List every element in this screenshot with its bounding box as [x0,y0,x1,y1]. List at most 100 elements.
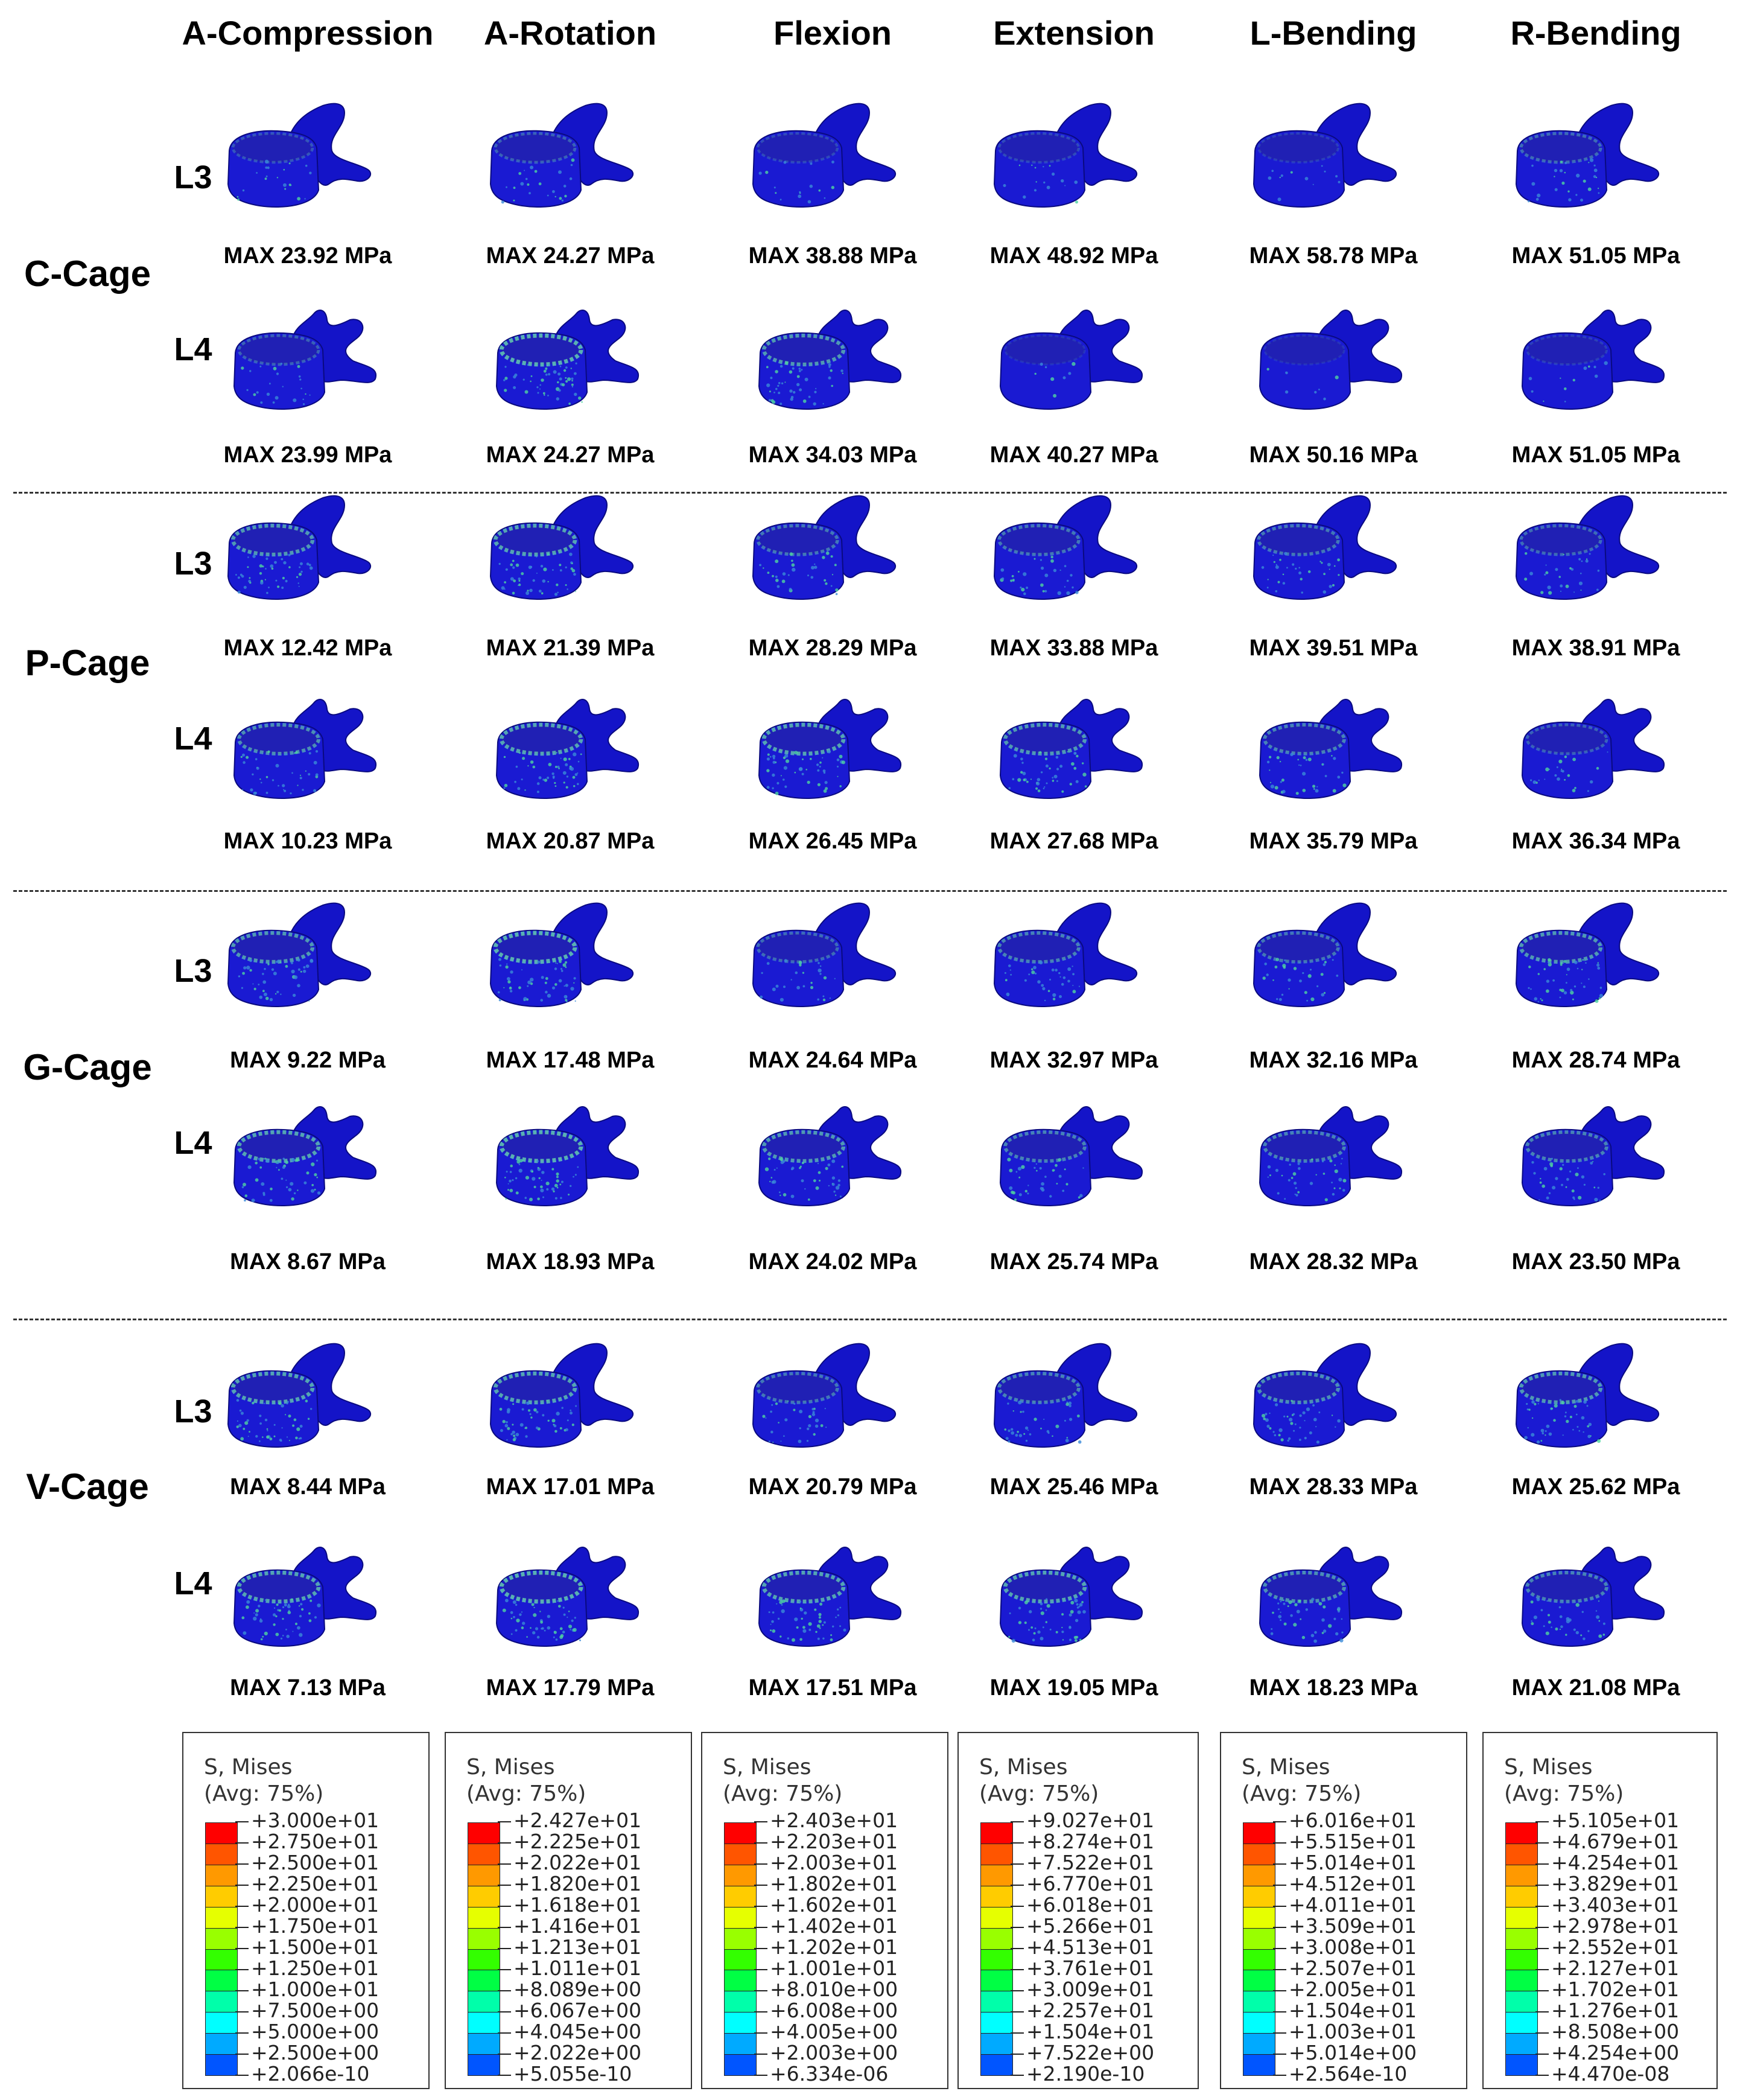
legend-color-swatch [468,1823,500,1844]
legend-color-swatch [1506,1970,1537,1992]
legend-color-swatch [981,2034,1012,2055]
legend-subtitle: (Avg: 75%) [204,1781,324,1806]
legend-value: +6.770e+01 [1017,1874,1154,1894]
color-legend: S, Mises (Avg: 75%) +6.016e+01 +5.515e+01 +5… [1220,1732,1467,2089]
vertebra-l3-stress-image [983,899,1164,1026]
vertebra-l3-stress-image [217,100,398,226]
legend-color-swatch [468,1949,500,1971]
legend-value: +1.202e+01 [760,1937,898,1957]
legend-value: +4.254e+00 [1542,2043,1679,2063]
max-stress-label: MAX 23.99 MPa [223,442,392,468]
max-stress-label: MAX 24.27 MPa [486,243,655,269]
legend-subtitle: (Avg: 75%) [723,1781,843,1806]
group-divider [13,1319,1727,1320]
legend-color-swatch [725,1886,756,1908]
vertebra-l3-stress-image [1505,1340,1686,1466]
color-legend: S, Mises (Avg: 75%) +3.000e+01 +2.750e+01 +2… [182,1732,430,2089]
legend-color-swatch [468,1844,500,1865]
vertebra-l3-stress-image [1243,899,1424,1026]
legend-color-swatch [981,1970,1012,1992]
legend-value: +2.257e+01 [1017,2000,1154,2020]
max-stress-label: MAX 26.45 MPa [748,829,917,854]
legend-color-swatch [725,1991,756,2013]
legend-value: +4.254e+01 [1542,1853,1679,1872]
legend-color-swatch [981,1949,1012,1971]
legend-value: +1.001e+01 [760,1958,898,1978]
legend-value: +8.274e+01 [1017,1831,1154,1851]
legend-color-swatch [1243,1991,1275,2013]
max-stress-label: MAX 35.79 MPa [1249,829,1418,854]
legend-color-bar [205,1822,238,2076]
legend-value: +6.067e+00 [504,2000,641,2020]
legend-value: +6.008e+00 [760,2000,898,2020]
legend-value: +9.027e+01 [1017,1810,1154,1830]
legend-color-swatch [468,1928,500,1950]
legend-value: +6.016e+01 [1279,1810,1417,1830]
vertebra-l3-stress-image [480,100,661,226]
vertebra-l3-stress-image [742,100,923,226]
legend-color-swatch [1243,1949,1275,1971]
legend-subtitle: (Avg: 75%) [979,1781,1099,1806]
legend-value: +6.334e-06 [760,2064,888,2084]
vertebra-l4-stress-image [1505,1533,1686,1659]
level-label-l4: L4 [174,1565,212,1602]
legend-value: +1.250e+01 [241,1958,379,1978]
max-stress-label: MAX 28.74 MPa [1511,1048,1680,1073]
legend-value: +3.403e+01 [1542,1895,1679,1915]
max-stress-label: MAX 8.44 MPa [230,1474,386,1500]
vertebra-l3-stress-image [742,1340,923,1466]
legend-value: +1.000e+01 [241,1979,379,1999]
legend-color-swatch [468,2012,500,2034]
vertebra-l3-stress-image [983,1340,1164,1466]
legend-value: +4.045e+00 [504,2022,641,2041]
legend-color-swatch [981,1928,1012,1950]
vertebra-l4-stress-image [217,685,398,812]
vertebra-l4-stress-image [217,296,398,422]
vertebra-l3-stress-image [480,1340,661,1466]
legend-color-swatch [1243,1907,1275,1929]
legend-value: +2.022e+01 [504,1853,641,1872]
legend-color-swatch [725,1928,756,1950]
legend-color-swatch [981,2055,1012,2076]
max-stress-label: MAX 12.42 MPa [223,635,392,661]
max-stress-label: MAX 17.51 MPa [748,1675,917,1701]
vertebra-l3-stress-image [480,492,661,619]
legend-color-swatch [725,1970,756,1992]
legend-color-swatch [1506,2055,1537,2076]
legend-value: +1.820e+01 [504,1874,641,1894]
legend-value: +2.507e+01 [1279,1958,1417,1978]
legend-value: +2.750e+01 [241,1831,379,1851]
legend-value: +2.190e-10 [1017,2064,1145,2084]
vertebra-l3-stress-image [217,1340,398,1466]
legend-value: +5.515e+01 [1279,1831,1417,1851]
max-stress-label: MAX 38.91 MPa [1511,635,1680,661]
legend-color-swatch [468,1865,500,1886]
vertebra-l4-stress-image [742,685,923,812]
legend-color-swatch [981,1907,1012,1929]
legend-color-swatch [1506,1823,1537,1844]
legend-color-swatch [206,1865,237,1886]
legend-value: +2.203e+01 [760,1831,898,1851]
vertebra-l4-stress-image [480,296,661,422]
max-stress-label: MAX 34.03 MPa [748,442,917,468]
vertebra-l4-stress-image [983,1533,1164,1659]
max-stress-label: MAX 25.74 MPa [989,1249,1158,1274]
max-stress-label: MAX 28.29 MPa [748,635,917,661]
level-label-l4: L4 [174,1125,212,1161]
legend-value: +4.011e+01 [1279,1895,1417,1915]
max-stress-label: MAX 32.16 MPa [1249,1048,1418,1073]
color-legend: S, Mises (Avg: 75%) +2.403e+01 +2.203e+01 +2… [701,1732,948,2089]
legend-value: +1.011e+01 [504,1958,641,1978]
legend-color-swatch [206,2055,237,2076]
max-stress-label: MAX 38.88 MPa [748,243,917,269]
vertebra-l4-stress-image [1243,685,1424,812]
max-stress-label: MAX 50.16 MPa [1249,442,1418,468]
legend-value: +2.552e+01 [1542,1937,1679,1957]
legend-value: +5.105e+01 [1542,1810,1679,1830]
legend-value: +3.509e+01 [1279,1916,1417,1936]
legend-value: +1.802e+01 [760,1874,898,1894]
max-stress-label: MAX 51.05 MPa [1511,243,1680,269]
legend-value: +2.022e+00 [504,2043,641,2063]
legend-color-swatch [1243,1865,1275,1886]
legend-color-bar [1505,1822,1538,2076]
